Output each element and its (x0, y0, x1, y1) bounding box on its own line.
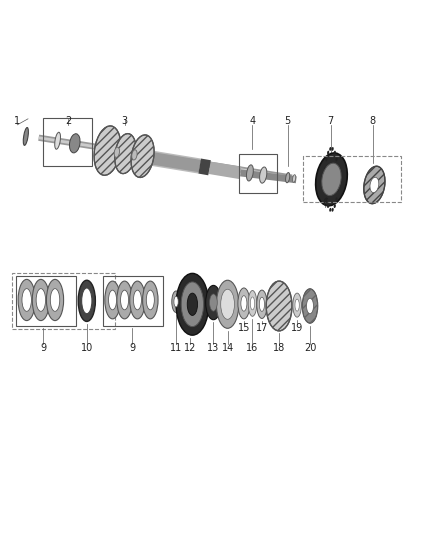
Ellipse shape (209, 294, 217, 311)
Ellipse shape (94, 126, 121, 175)
Text: 9: 9 (129, 343, 135, 353)
Ellipse shape (70, 134, 80, 153)
Text: 6: 6 (322, 198, 328, 208)
Text: 15: 15 (238, 324, 250, 333)
Bar (12, 273, 115, 329)
Text: 1: 1 (14, 116, 20, 126)
Ellipse shape (325, 158, 328, 161)
Text: 4: 4 (249, 116, 255, 126)
Ellipse shape (364, 166, 385, 204)
Ellipse shape (187, 293, 198, 316)
Ellipse shape (206, 285, 221, 320)
Ellipse shape (337, 177, 339, 181)
Ellipse shape (55, 132, 60, 149)
Text: 19: 19 (291, 324, 303, 333)
Text: 3: 3 (121, 116, 127, 126)
Ellipse shape (293, 293, 301, 317)
Ellipse shape (329, 147, 332, 151)
Ellipse shape (251, 297, 254, 310)
Ellipse shape (174, 296, 178, 307)
Ellipse shape (50, 289, 60, 311)
Ellipse shape (120, 290, 129, 310)
Ellipse shape (134, 290, 141, 310)
Ellipse shape (325, 197, 328, 201)
Text: 10: 10 (81, 343, 93, 353)
Ellipse shape (316, 153, 347, 206)
Ellipse shape (334, 204, 336, 208)
Ellipse shape (336, 197, 338, 201)
Ellipse shape (115, 134, 136, 174)
Ellipse shape (176, 273, 208, 335)
Ellipse shape (216, 280, 239, 328)
Ellipse shape (324, 177, 326, 181)
Ellipse shape (18, 279, 35, 320)
Ellipse shape (329, 208, 332, 212)
Ellipse shape (336, 188, 339, 192)
Ellipse shape (32, 279, 49, 320)
Ellipse shape (266, 281, 292, 331)
Ellipse shape (327, 151, 329, 155)
Ellipse shape (23, 127, 28, 146)
Ellipse shape (286, 173, 290, 183)
Ellipse shape (114, 147, 120, 157)
Ellipse shape (332, 208, 334, 212)
Ellipse shape (302, 289, 318, 323)
Ellipse shape (143, 281, 158, 319)
Text: 16: 16 (246, 343, 258, 353)
Ellipse shape (322, 163, 341, 196)
Text: 18: 18 (273, 343, 285, 353)
Ellipse shape (247, 165, 253, 181)
Text: 9: 9 (40, 343, 46, 353)
Ellipse shape (307, 298, 314, 314)
Ellipse shape (259, 297, 265, 311)
Ellipse shape (105, 281, 120, 319)
Bar (43, 118, 92, 166)
Ellipse shape (334, 151, 336, 155)
Text: 13: 13 (207, 343, 219, 353)
Ellipse shape (336, 158, 338, 161)
Ellipse shape (181, 282, 204, 327)
Text: 14: 14 (222, 343, 234, 353)
Ellipse shape (109, 290, 117, 310)
Ellipse shape (332, 147, 334, 151)
Ellipse shape (257, 290, 267, 318)
Ellipse shape (22, 289, 32, 311)
Ellipse shape (370, 177, 379, 192)
Ellipse shape (324, 188, 326, 192)
Ellipse shape (260, 167, 267, 183)
Ellipse shape (36, 289, 46, 311)
Ellipse shape (336, 167, 339, 171)
Ellipse shape (295, 299, 299, 311)
Ellipse shape (238, 288, 250, 319)
Ellipse shape (146, 290, 154, 310)
Bar (103, 276, 163, 326)
Ellipse shape (324, 167, 326, 171)
Ellipse shape (293, 175, 296, 182)
Text: 17: 17 (256, 324, 268, 333)
Ellipse shape (130, 281, 145, 319)
Ellipse shape (221, 289, 234, 319)
Text: 5: 5 (285, 116, 291, 126)
Text: 20: 20 (304, 343, 316, 353)
Ellipse shape (117, 281, 132, 319)
Ellipse shape (248, 290, 257, 316)
Ellipse shape (327, 204, 329, 208)
Text: 7: 7 (328, 116, 334, 126)
Text: 12: 12 (184, 343, 196, 353)
Text: 8: 8 (370, 116, 376, 126)
Text: 2: 2 (65, 116, 71, 126)
Ellipse shape (131, 135, 154, 177)
Bar (303, 156, 401, 202)
Bar (239, 154, 277, 192)
Ellipse shape (132, 150, 137, 160)
Bar (16, 276, 77, 326)
Ellipse shape (241, 296, 247, 311)
Text: 11: 11 (170, 343, 182, 353)
Ellipse shape (78, 280, 95, 321)
Ellipse shape (81, 288, 92, 314)
Ellipse shape (172, 291, 180, 312)
Ellipse shape (46, 279, 64, 320)
